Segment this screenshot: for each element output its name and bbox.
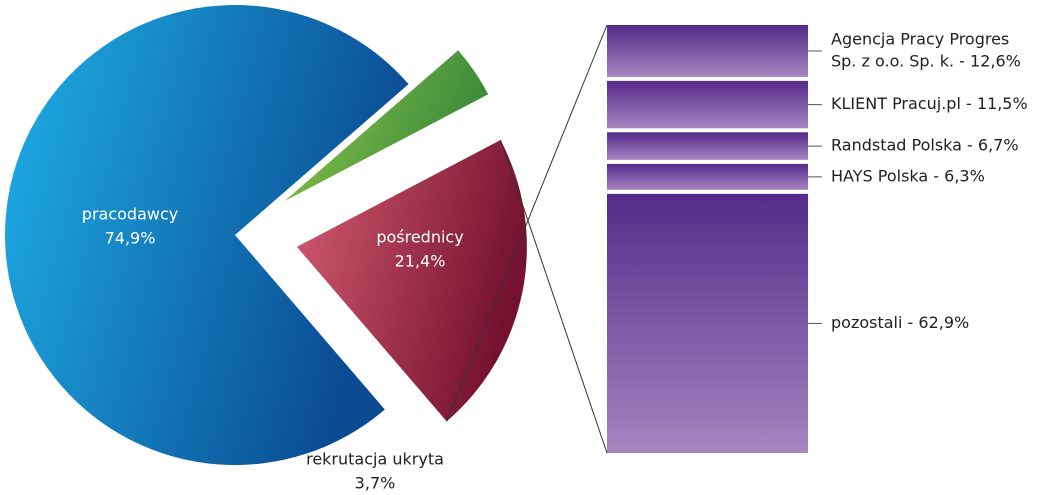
bar-segment: [607, 193, 808, 454]
slice-label: pracodawcy: [82, 205, 178, 224]
slice-label: rekrutacja ukryta: [306, 450, 444, 469]
bar-segment: [607, 163, 808, 190]
slice-value: 21,4%: [395, 252, 446, 271]
segment-label: pozostali - 62,9%: [831, 313, 969, 332]
segment-label: Agencja Pracy Progres: [831, 29, 1009, 48]
bar-segment: [607, 132, 808, 160]
segment-label: HAYS Polska - 6,3%: [831, 166, 985, 185]
connector: [446, 24, 608, 422]
slice-value: 74,9%: [105, 229, 156, 248]
pie-slice: [296, 140, 527, 422]
segment-label: KLIENT Pracuj.pl - 11,5%: [831, 94, 1028, 113]
pie-slice: [5, 4, 409, 466]
bar-segment: [607, 25, 808, 77]
bar-segment: [607, 80, 808, 129]
slice-value: 3,7%: [355, 474, 396, 493]
slice-label: pośrednicy: [376, 228, 463, 247]
pie-slice: [284, 50, 489, 202]
connector: [500, 139, 608, 454]
segment-label: Randstad Polska - 6,7%: [831, 136, 1019, 155]
segment-label: Sp. z o.o. Sp. k. - 12,6%: [831, 51, 1021, 70]
